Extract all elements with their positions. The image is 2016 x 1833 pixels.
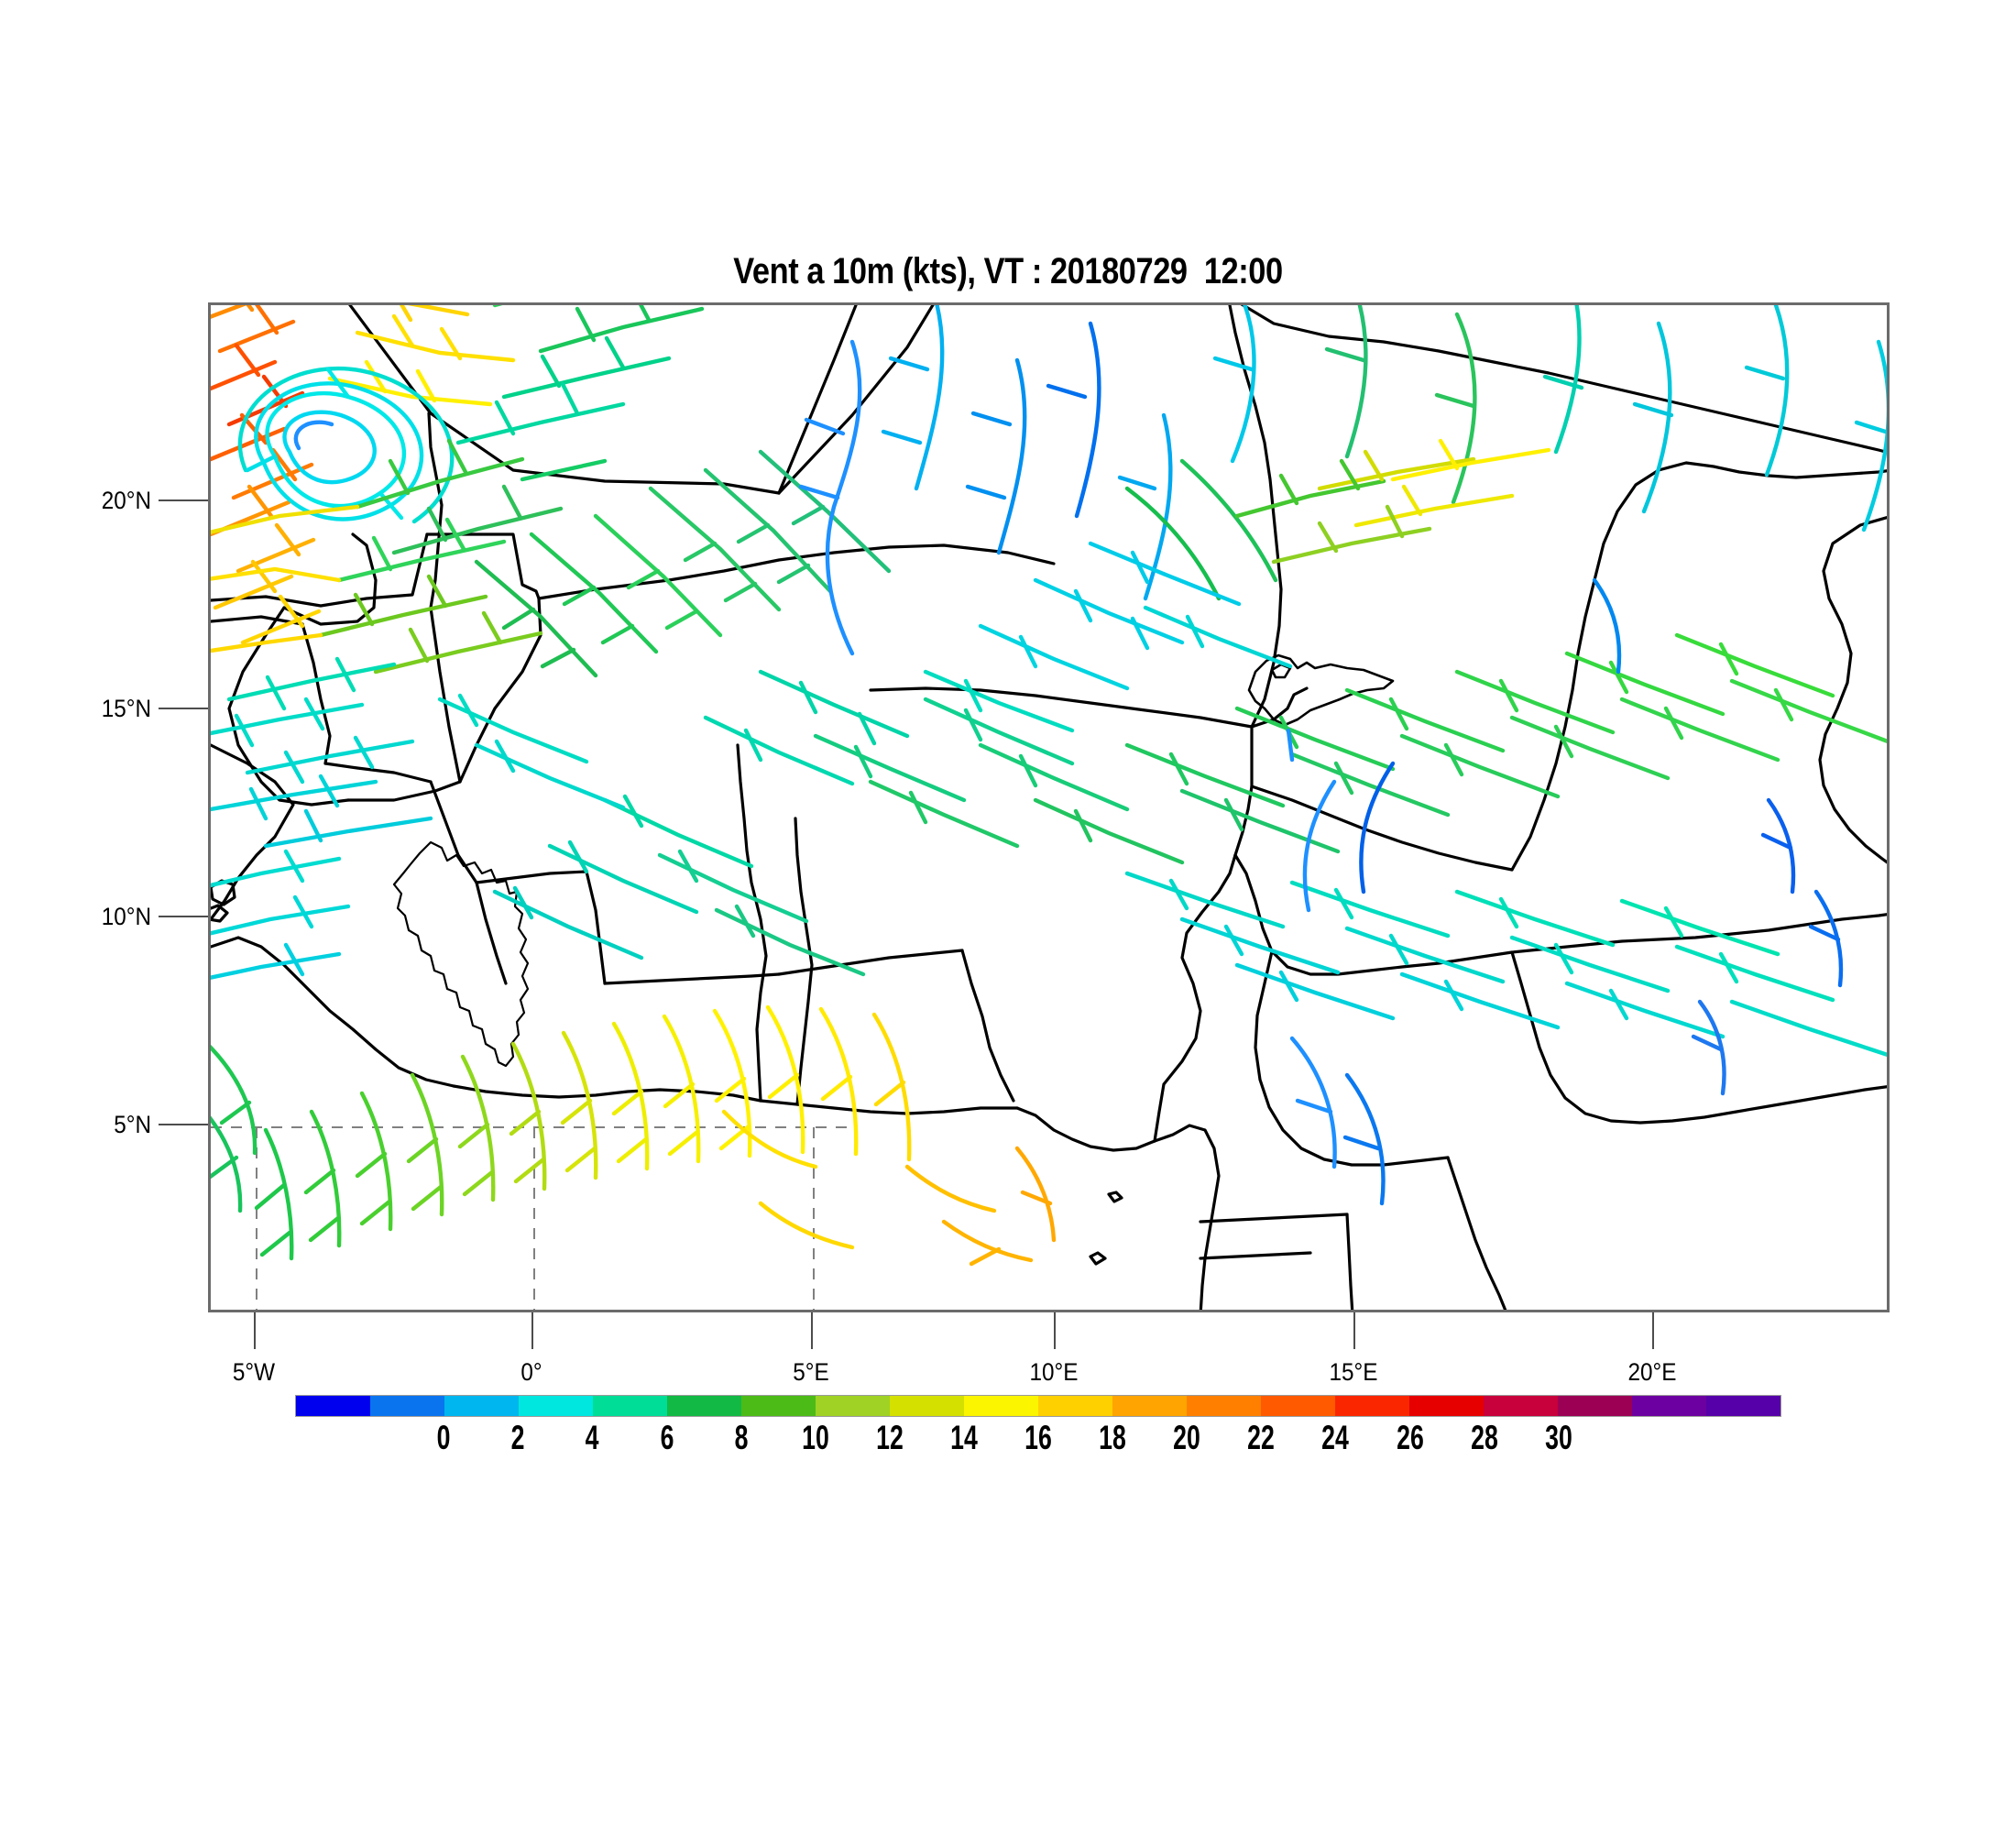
ytick-line-20n — [159, 499, 208, 501]
colorbar-band-13 — [1261, 1396, 1335, 1416]
colorbar-band-11 — [1112, 1396, 1187, 1416]
ytick-label-20n: 20°N — [101, 487, 151, 514]
barb-group-lowspeed-blue — [1286, 577, 1844, 1096]
barb-group-offshore-w — [211, 849, 351, 1213]
colorbar-tick-labels: 0 2 4 6 8 10 12 14 16 18 20 22 24 26 28 30 — [295, 1419, 1781, 1459]
colorbar-band-9 — [964, 1396, 1038, 1416]
colorbar-band-3 — [519, 1396, 593, 1416]
colorbar-tick-6: 6 — [660, 1419, 674, 1456]
graticule-dashed — [211, 1126, 852, 1310]
ytick-line-15n — [159, 708, 208, 709]
colorbar-band-14 — [1335, 1396, 1409, 1416]
colorbar-band-6 — [741, 1396, 816, 1416]
ytick-label-15n: 15°N — [101, 695, 151, 722]
colorbar-band-1 — [370, 1396, 444, 1416]
colorbar-tick-20: 20 — [1173, 1419, 1201, 1456]
colorbar-band-0 — [296, 1396, 370, 1416]
colorbar-band-18 — [1632, 1396, 1706, 1416]
colorbar-tick-18: 18 — [1099, 1419, 1126, 1456]
xtick-label-5e: 5°E — [793, 1358, 829, 1386]
barb-group-extra — [437, 693, 866, 977]
barb-group-sahel-n — [211, 438, 564, 675]
colorbar-tick-26: 26 — [1396, 1419, 1424, 1456]
xtick-label-10e: 10°E — [1029, 1358, 1079, 1386]
colorbar-band-4 — [593, 1396, 667, 1416]
xtick-line-10e — [1054, 1312, 1056, 1349]
colorbar-band-2 — [444, 1396, 519, 1416]
colorbar-band-7 — [816, 1396, 890, 1416]
colorbar-tick-16: 16 — [1024, 1419, 1052, 1456]
map-plot-area[interactable] — [208, 302, 1890, 1312]
colorbar-tick-2: 2 — [510, 1419, 525, 1456]
map-canvas — [211, 305, 1887, 1310]
coastline-layer — [211, 305, 1887, 1310]
colorbar-tick-14: 14 — [950, 1419, 978, 1456]
wind-streamlines-layer — [211, 305, 1887, 1267]
barb-group-ne-yellow — [1124, 438, 1551, 601]
barb-group-nw — [211, 305, 322, 645]
colorbar-band-8 — [890, 1396, 964, 1416]
barb-group-south-green — [703, 669, 1185, 865]
xtick-label-0: 0° — [520, 1358, 542, 1386]
colorbar-band-12 — [1187, 1396, 1261, 1416]
xtick-line-5w — [254, 1312, 256, 1349]
colorbar-tick-0: 0 — [436, 1419, 451, 1456]
xtick-label-15e: 15°E — [1329, 1358, 1378, 1386]
barb-group-ne — [1212, 305, 1887, 532]
barb-group-central — [474, 449, 892, 678]
colorbar-tick-28: 28 — [1470, 1419, 1498, 1456]
colorbar-band-19 — [1706, 1396, 1780, 1416]
ytick-line-10n — [159, 916, 208, 917]
page-title: Vent a 10m (kts), VT : 20180729 12:00 — [733, 251, 1283, 291]
barb-group-gulf-blue — [1289, 761, 1396, 1206]
barb-group-se-cyan — [1124, 871, 1887, 1057]
xtick-line-20e — [1652, 1312, 1654, 1349]
xtick-line-5e — [811, 1312, 813, 1349]
colorbar-tick-30: 30 — [1544, 1419, 1572, 1456]
barb-group-vortex — [237, 366, 455, 524]
barb-group-monsoon — [254, 1004, 912, 1261]
xtick-line-0 — [531, 1312, 533, 1349]
colorbar-band-15 — [1409, 1396, 1484, 1416]
ytick-label-5n: 5°N — [114, 1111, 151, 1138]
barb-group-se — [1124, 632, 1887, 854]
colorbar-band-17 — [1558, 1396, 1632, 1416]
xtick-line-15e — [1353, 1312, 1355, 1349]
lake-chad — [1247, 653, 1395, 727]
colorbar-band-5 — [667, 1396, 741, 1416]
barb-group-gulf-yellow — [721, 1109, 1057, 1267]
colorbar-band-10 — [1038, 1396, 1112, 1416]
xtick-label-5w: 5°W — [232, 1358, 276, 1386]
ytick-label-10n: 10°N — [101, 903, 151, 930]
lake-volta — [392, 840, 530, 1068]
barb-group-north — [327, 305, 516, 407]
barb-group-sahara — [455, 305, 705, 482]
xtick-label-20e: 20°E — [1627, 1358, 1677, 1386]
barb-group-chad — [923, 541, 1293, 733]
colorbar-tick-22: 22 — [1247, 1419, 1276, 1456]
colorbar-tick-12: 12 — [875, 1419, 904, 1456]
barb-group-sahel-m — [211, 656, 433, 849]
colorbar-tick-4: 4 — [585, 1419, 599, 1456]
colorbar-tick-8: 8 — [734, 1419, 748, 1456]
colorbar-tick-24: 24 — [1321, 1419, 1350, 1456]
barb-group-niger-blue — [798, 305, 1173, 656]
colorbar-band-16 — [1484, 1396, 1558, 1416]
colorbar-tick-10: 10 — [801, 1419, 829, 1456]
ytick-line-5n — [159, 1124, 208, 1125]
colorbar[interactable] — [295, 1395, 1781, 1417]
